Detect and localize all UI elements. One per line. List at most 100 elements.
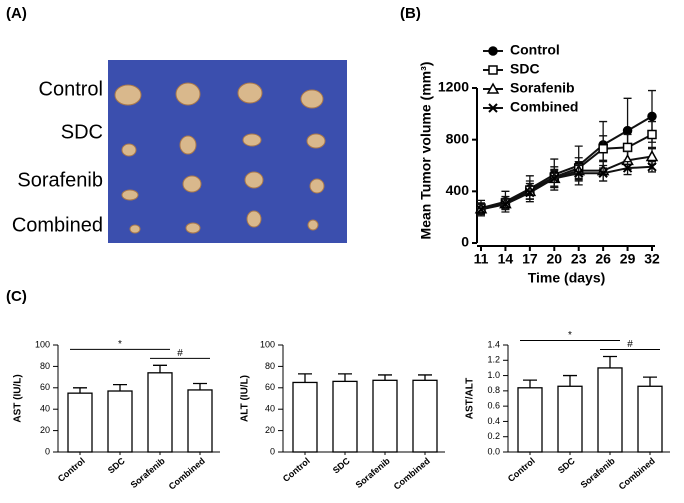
error-bar — [338, 373, 352, 382]
y-axis-label: AST/ALT — [465, 378, 476, 419]
marker — [647, 162, 657, 172]
y-tick-label: 80 — [265, 361, 275, 371]
legend-label: Combined — [510, 99, 578, 115]
series-line — [480, 165, 653, 211]
legend-label: SDC — [510, 61, 540, 77]
x-tick-label: 26 — [595, 251, 611, 267]
x-tick-label: Control — [56, 456, 87, 484]
y-tick-label: 60 — [40, 382, 50, 392]
x-tick-label: Sorafenib — [579, 455, 618, 490]
marker — [525, 187, 535, 198]
y-tick-label: 0.4 — [487, 416, 500, 426]
y-tick-label: 100 — [35, 339, 50, 349]
y-axis-label: Mean Tumor volume (mm³) — [418, 62, 434, 240]
bar — [67, 392, 93, 453]
marker — [598, 143, 608, 154]
marker — [500, 199, 511, 209]
x-tick-label: 14 — [498, 251, 514, 267]
error-bar — [113, 383, 127, 392]
error-bar — [298, 373, 312, 383]
panel-label: (B) — [400, 5, 421, 22]
group-label: Combined — [12, 214, 103, 236]
bar — [412, 379, 438, 453]
error-bar — [153, 364, 167, 373]
bar — [372, 379, 398, 453]
bar — [107, 390, 133, 453]
marker — [476, 204, 486, 215]
y-tick-label: 0 — [461, 234, 469, 250]
y-tick-label: 0 — [270, 446, 275, 456]
marker — [645, 149, 659, 162]
marker — [549, 173, 559, 184]
significance-label: * — [118, 339, 122, 350]
panel-label: (A) — [6, 5, 27, 22]
significance-label: * — [568, 330, 572, 341]
legend-label: Sorafenib — [510, 80, 575, 96]
y-tick-label: 1.4 — [487, 339, 500, 349]
tumor-specimens — [114, 82, 326, 234]
error-bar — [193, 382, 207, 390]
group-label: SDC — [61, 121, 103, 143]
x-tick-label: 20 — [546, 251, 562, 267]
marker — [647, 111, 657, 122]
legend-label: Control — [510, 42, 560, 58]
y-tick-label: 1.0 — [487, 370, 500, 380]
x-tick-label: 32 — [644, 251, 660, 267]
y-tick-label: 20 — [265, 425, 275, 435]
x-axis-label: Time (days) — [528, 270, 606, 286]
marker — [574, 168, 584, 178]
x-tick-label: 17 — [522, 251, 538, 267]
y-tick-label: 100 — [260, 339, 275, 349]
x-tick-label: 29 — [620, 251, 636, 267]
marker — [647, 129, 657, 140]
y-tick-label: 1.2 — [487, 355, 500, 365]
marker — [622, 163, 633, 173]
y-tick-label: 0.8 — [487, 385, 500, 395]
error-bar — [418, 374, 432, 381]
y-axis-label: ALT (IU/L) — [240, 375, 251, 422]
bar — [147, 372, 173, 453]
x-tick-label: 23 — [571, 251, 587, 267]
legend-marker — [488, 46, 498, 56]
error-bar — [563, 374, 577, 387]
y-tick-label: 0.2 — [487, 431, 500, 441]
significance-label: # — [177, 348, 183, 359]
legend-marker — [488, 65, 498, 75]
y-tick-label: 1200 — [438, 79, 469, 95]
x-tick-label: SDC — [106, 455, 127, 475]
x-tick-label: Sorafenib — [129, 455, 168, 490]
tumor-photo — [108, 60, 347, 243]
marker — [622, 125, 633, 136]
y-tick-label: 40 — [40, 404, 50, 414]
significance-label: # — [627, 339, 633, 350]
marker — [622, 142, 633, 153]
y-tick-label: 0.0 — [487, 446, 500, 456]
x-tick-label: SDC — [556, 455, 577, 475]
bar — [557, 385, 583, 453]
bar — [187, 389, 213, 453]
group-label: Control — [39, 78, 103, 100]
x-tick-label: Control — [281, 456, 312, 484]
y-axis-label: AST (IU/L) — [13, 374, 24, 422]
marker — [598, 168, 608, 178]
group-label: Sorafenib — [17, 169, 103, 191]
x-tick-label: Combined — [617, 456, 657, 492]
x-tick-label: Control — [506, 456, 537, 484]
bar — [597, 367, 623, 453]
x-tick-label: Sorafenib — [354, 455, 393, 490]
x-tick-label: Combined — [392, 456, 432, 492]
panel-label: (C) — [6, 288, 27, 305]
error-bar — [643, 376, 657, 387]
x-tick-label: 11 — [474, 251, 489, 267]
x-tick-label: Combined — [167, 456, 207, 492]
y-tick-label: 40 — [265, 404, 275, 414]
bar — [637, 385, 663, 453]
y-tick-label: 400 — [446, 182, 470, 198]
y-tick-label: 60 — [265, 382, 275, 392]
error-bar — [603, 355, 617, 368]
error-bar — [523, 379, 537, 388]
y-tick-label: 0 — [45, 446, 50, 456]
error-bar — [73, 387, 87, 394]
error-bar — [378, 374, 392, 381]
